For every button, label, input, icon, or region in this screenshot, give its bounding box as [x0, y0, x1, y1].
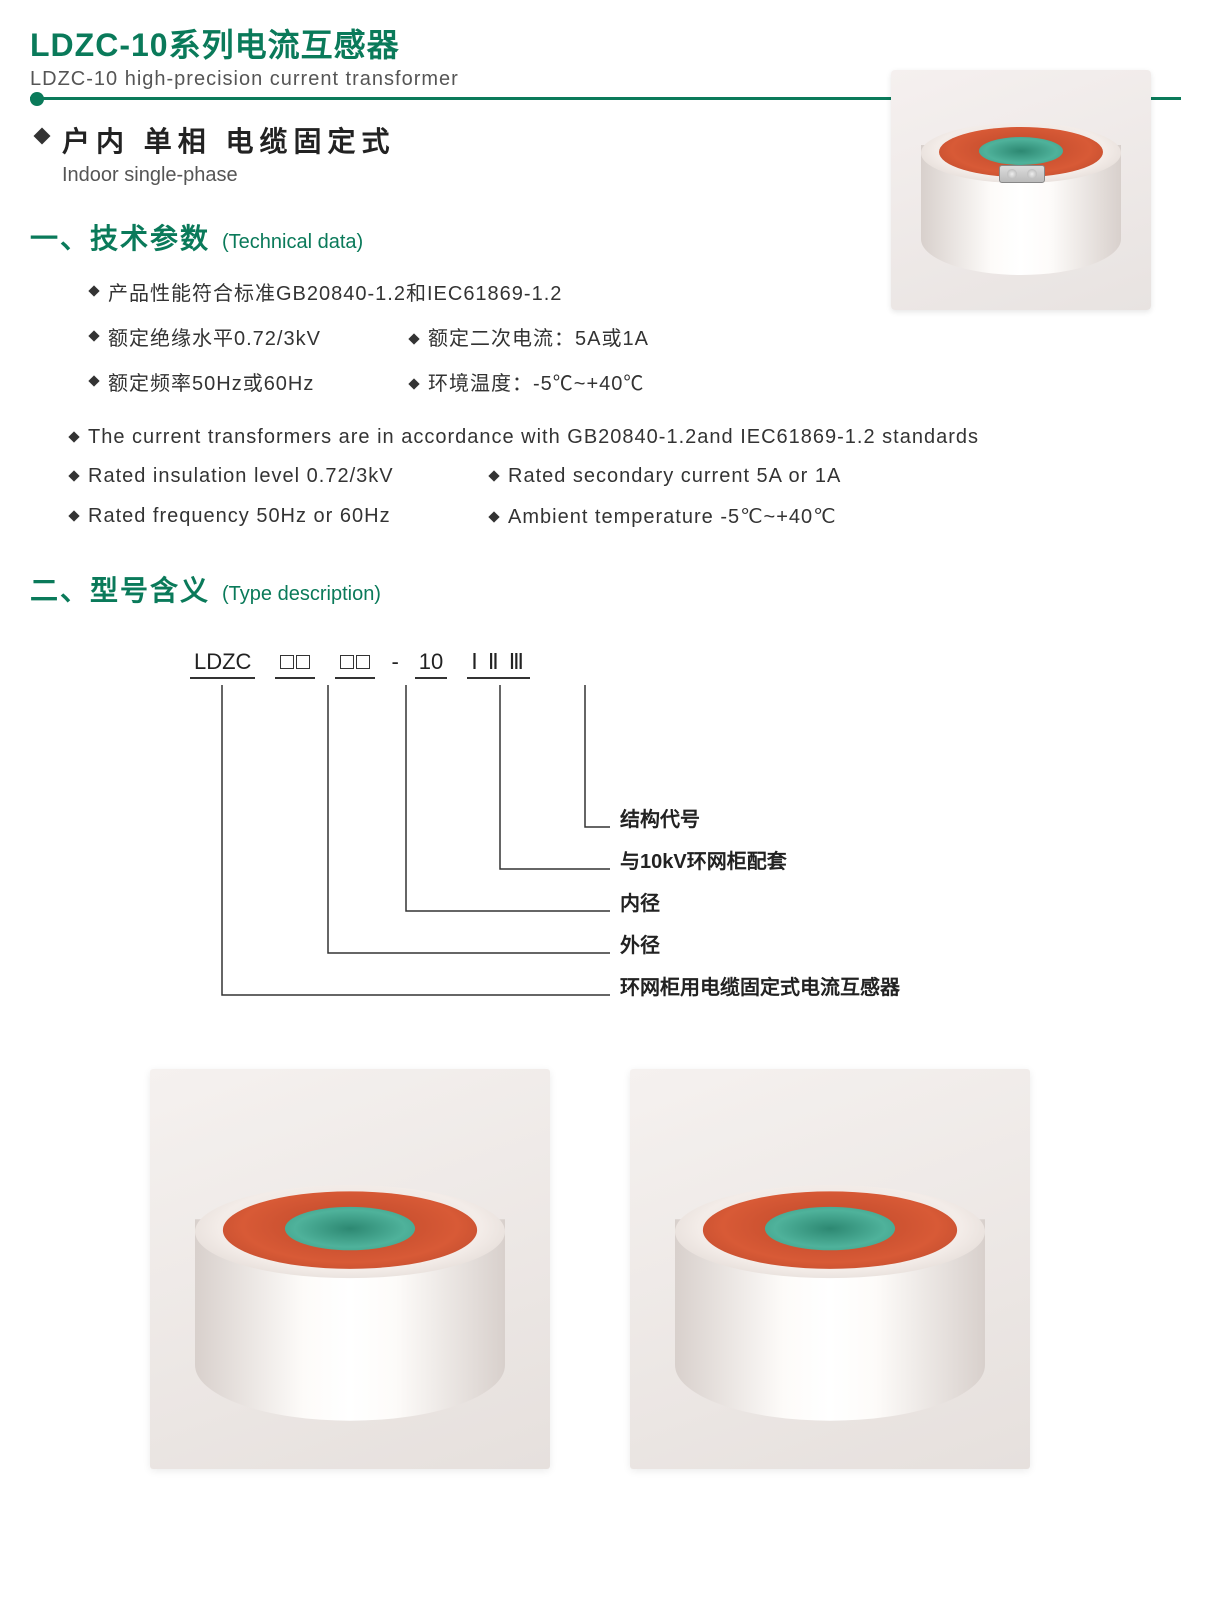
- bullet-text: 环境温度：-5℃~+40℃: [428, 373, 644, 395]
- diamond-icon: [68, 470, 79, 481]
- bullet-text: Ambient temperature -5℃~+40℃: [508, 506, 837, 528]
- bullet-text: 额定二次电流：5A或1A: [428, 328, 649, 350]
- section2-en: (Type description): [222, 583, 381, 606]
- bullet-text: Rated insulation level 0.72/3kV: [88, 465, 394, 488]
- bullet-text: Rated frequency 50Hz or 60Hz: [88, 505, 391, 528]
- bullet-text: 额定绝缘水平0.72/3kV: [108, 322, 321, 351]
- bullet-item: Rated frequency 50Hz or 60Hz Ambient tem…: [70, 504, 990, 529]
- product-photo-left: [150, 1069, 550, 1469]
- section2-cn: 二、型号含义: [30, 569, 210, 609]
- diamond-icon: [408, 378, 419, 389]
- diamond-icon: [68, 431, 79, 442]
- title-cn: LDZC-10系列电流互感器: [30, 20, 1181, 66]
- diamond-icon: [88, 285, 99, 296]
- diamond-icon: [488, 511, 499, 522]
- bullet-text: Rated secondary current 5A or 1A: [508, 465, 841, 487]
- bullets-en: The current transformers are in accordan…: [70, 426, 1181, 529]
- ct-illustration: [195, 1157, 505, 1421]
- type-diagram: LDZC - 10 Ⅰ Ⅱ Ⅲ 结构代号 与10kV环网柜配套 内径 外径 环网…: [180, 649, 980, 1029]
- subtype-en: Indoor single-phase: [62, 164, 396, 187]
- diamond-icon: [88, 375, 99, 386]
- seg-roman: Ⅰ Ⅱ Ⅲ: [467, 649, 530, 679]
- diagram-label: 环网柜用电缆固定式电流互感器: [620, 967, 900, 1009]
- diamond-icon: [408, 333, 419, 344]
- diamond-icon: [68, 510, 79, 521]
- bullet-text: The current transformers are in accordan…: [88, 426, 979, 449]
- product-photo-right: [630, 1069, 1030, 1469]
- bullet-item: 额定绝缘水平0.72/3kV 额定二次电流：5A或1A: [90, 322, 890, 351]
- section2-head: 二、型号含义 (Type description): [30, 569, 1181, 609]
- diamond-icon: [488, 470, 499, 481]
- diagram-labels: 结构代号 与10kV环网柜配套 内径 外径 环网柜用电缆固定式电流互感器: [620, 799, 900, 1009]
- product-photo-top: [891, 70, 1151, 310]
- seg-dash: -: [391, 649, 398, 679]
- diagram-label: 与10kV环网柜配套: [620, 841, 900, 883]
- bottom-photo-row: [30, 1069, 1181, 1469]
- section1-en: (Technical data): [222, 231, 363, 254]
- diagram-label: 结构代号: [620, 799, 900, 841]
- seg-box1: [275, 649, 315, 679]
- ct-illustration: [921, 105, 1121, 275]
- diagram-segments: LDZC - 10 Ⅰ Ⅱ Ⅲ: [180, 649, 540, 679]
- diamond-icon: [88, 330, 99, 341]
- seg-ldzc: LDZC: [190, 649, 255, 679]
- diagram-label: 内径: [620, 883, 900, 925]
- diamond-icon: [34, 128, 51, 145]
- bullet-item: The current transformers are in accordan…: [70, 426, 1181, 449]
- subtype-cn: 户内 单相 电缆固定式: [62, 120, 396, 160]
- bullet-text: 产品性能符合标准GB20840-1.2和IEC61869-1.2: [108, 277, 562, 306]
- bullet-item: 额定频率50Hz或60Hz 环境温度：-5℃~+40℃: [90, 367, 890, 396]
- seg-box2: [335, 649, 375, 679]
- ct-illustration: [675, 1157, 985, 1421]
- diagram-label: 外径: [620, 925, 900, 967]
- section1-cn: 一、技术参数: [30, 217, 210, 257]
- bullet-item: Rated insulation level 0.72/3kV Rated se…: [70, 465, 990, 488]
- bullet-text: 额定频率50Hz或60Hz: [108, 367, 314, 396]
- seg-10: 10: [415, 649, 447, 679]
